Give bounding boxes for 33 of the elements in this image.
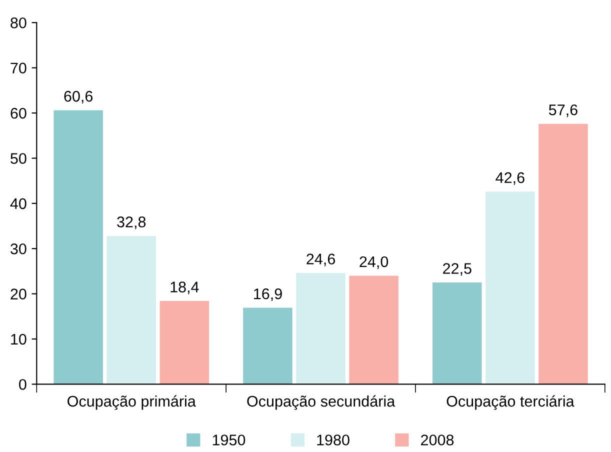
bar <box>54 110 103 384</box>
bar <box>538 124 588 384</box>
bar <box>432 282 482 384</box>
data-label: 24,6 <box>306 254 335 266</box>
y-tick-label: 50 <box>10 153 26 164</box>
data-label: 57,6 <box>548 104 578 118</box>
x-tick-label: Ocupação primária <box>68 395 196 410</box>
legend-label: 1950 <box>212 434 246 446</box>
bar <box>243 308 292 384</box>
y-tick-label: 0 <box>19 379 26 390</box>
bar <box>349 276 398 384</box>
x-tick-label: Ocupação terciária <box>446 395 574 410</box>
bar <box>160 301 210 384</box>
y-tick-label: 10 <box>11 334 26 345</box>
x-tick-label: Ocupação secundária <box>247 395 396 410</box>
data-label: 42,6 <box>496 172 524 185</box>
data-label: 32,8 <box>117 216 146 230</box>
legend-label: 2008 <box>421 434 454 446</box>
y-tick-label: 20 <box>10 288 26 300</box>
y-tick-label: 40 <box>10 198 26 210</box>
data-label: 24,0 <box>360 256 388 269</box>
legend-label: 1980 <box>317 434 350 446</box>
bar <box>486 192 535 384</box>
y-tick-label: 30 <box>10 243 26 254</box>
data-label: 22,5 <box>443 263 472 276</box>
y-tick-label: 60 <box>10 108 26 119</box>
bar <box>296 273 346 384</box>
bar <box>106 236 156 384</box>
data-label: 18,4 <box>170 282 199 294</box>
data-label: 60,6 <box>64 90 93 104</box>
y-tick-label: 70 <box>10 62 26 74</box>
data-label: 16,9 <box>254 288 282 302</box>
y-tick-label: 80 <box>10 17 26 28</box>
